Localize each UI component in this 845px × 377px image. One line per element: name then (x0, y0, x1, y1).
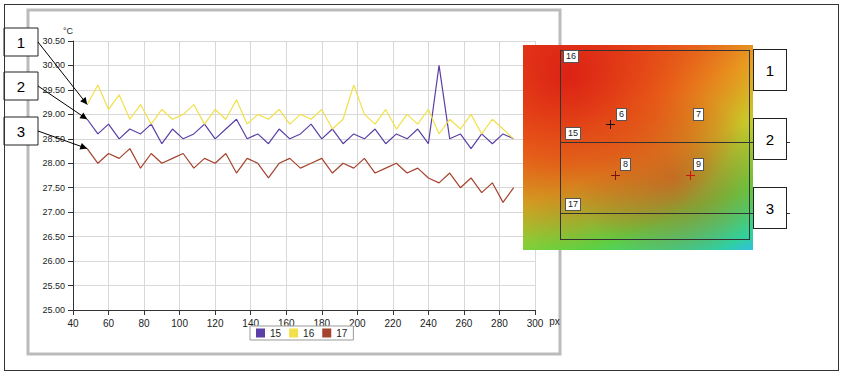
svg-text:25.50: 25.50 (42, 281, 65, 291)
html-text:9: 9 (696, 159, 701, 169)
html-text:2: 2 (765, 131, 775, 148)
html-text:8: 8 (623, 159, 628, 169)
svg-text:140: 140 (242, 317, 259, 329)
svg-text:120: 120 (207, 318, 224, 329)
svg-text:28.00: 28.00 (42, 158, 65, 168)
svg-text:15: 15 (270, 328, 282, 339)
svg-text:60: 60 (103, 318, 115, 329)
svg-text:220: 220 (385, 318, 402, 329)
svg-text:27.50: 27.50 (42, 183, 65, 193)
svg-text:160: 160 (277, 317, 295, 329)
svg-text:3: 3 (17, 123, 25, 140)
svg-text:28.50: 28.50 (42, 134, 65, 144)
svg-text:16: 16 (303, 328, 315, 339)
svg-text:30.50: 30.50 (42, 36, 65, 46)
svg-text:29.50: 29.50 (42, 85, 65, 95)
svg-text:200: 200 (349, 317, 366, 329)
html-text:1: 1 (765, 62, 775, 79)
html-text:6: 6 (619, 109, 624, 119)
svg-text:260: 260 (456, 318, 473, 329)
svg-text:°C: °C (63, 26, 74, 36)
html-text:7: 7 (696, 109, 701, 119)
svg-text:26.50: 26.50 (42, 232, 65, 242)
html-text:3: 3 (765, 200, 775, 217)
svg-text:180: 180 (313, 317, 331, 329)
svg-text:26.00: 26.00 (42, 256, 65, 266)
html-text:17: 17 (568, 199, 578, 209)
svg-text:80: 80 (139, 318, 151, 329)
svg-text:17: 17 (336, 328, 348, 339)
svg-text:27.00: 27.00 (42, 207, 65, 217)
svg-text:280: 280 (491, 318, 508, 329)
svg-text:px: px (549, 316, 560, 327)
svg-text:30.00: 30.00 (42, 60, 65, 71)
svg-text:2: 2 (17, 78, 25, 95)
html-text:16: 16 (566, 51, 576, 61)
svg-text:25.00: 25.00 (42, 305, 65, 315)
svg-text:100: 100 (171, 318, 188, 329)
svg-text:240: 240 (420, 318, 437, 329)
svg-text:300: 300 (527, 318, 544, 329)
html-text:15: 15 (568, 128, 578, 138)
svg-text:29.00: 29.00 (42, 109, 65, 119)
svg-text:40: 40 (67, 318, 79, 329)
svg-text:1: 1 (17, 34, 25, 51)
